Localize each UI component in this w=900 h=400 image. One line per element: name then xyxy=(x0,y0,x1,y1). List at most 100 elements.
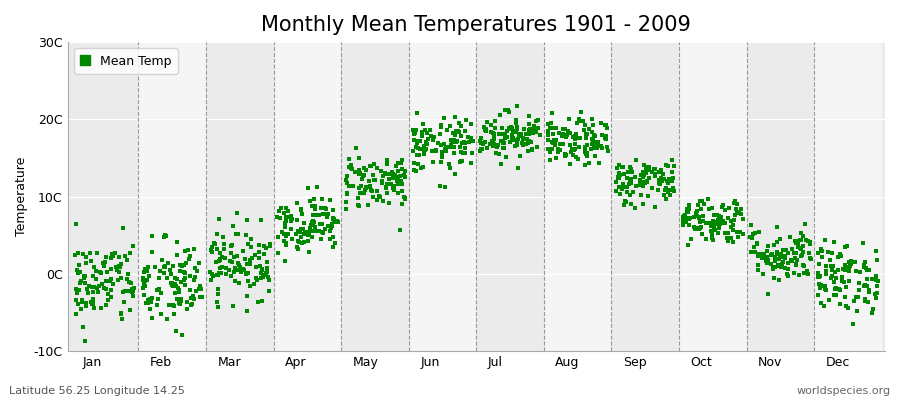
Point xyxy=(838,262,852,268)
Point xyxy=(178,248,193,254)
Point xyxy=(711,216,725,223)
Point xyxy=(194,286,209,292)
Point xyxy=(623,164,637,170)
Point xyxy=(412,152,427,158)
Point xyxy=(866,306,880,312)
Point xyxy=(633,181,647,188)
Point xyxy=(192,286,206,292)
Point xyxy=(628,174,643,181)
Point xyxy=(655,178,670,184)
Point xyxy=(388,172,402,178)
Point xyxy=(169,296,184,302)
Point xyxy=(177,275,192,282)
Point xyxy=(138,266,152,273)
Point xyxy=(856,240,870,246)
Point xyxy=(447,150,462,156)
Point xyxy=(391,190,405,196)
Point xyxy=(426,135,440,141)
Point xyxy=(271,234,285,240)
Point xyxy=(326,206,340,213)
Point xyxy=(837,279,851,286)
Point xyxy=(639,168,653,174)
Point xyxy=(305,228,320,234)
Point xyxy=(845,321,859,327)
Point xyxy=(712,221,726,228)
Point xyxy=(818,283,832,289)
Point xyxy=(414,165,428,171)
Point xyxy=(448,128,463,134)
Point xyxy=(210,245,224,252)
Point xyxy=(527,126,542,132)
Point xyxy=(446,130,461,136)
Point xyxy=(658,186,672,193)
Point xyxy=(434,124,448,130)
Point xyxy=(104,275,119,282)
Point xyxy=(97,263,112,270)
Point xyxy=(814,273,828,280)
Point xyxy=(215,264,230,270)
Point xyxy=(271,250,285,256)
Point xyxy=(177,270,192,276)
Point xyxy=(568,141,582,147)
Point xyxy=(778,254,792,260)
Point xyxy=(374,194,388,201)
Point xyxy=(407,129,421,135)
Point xyxy=(99,254,113,260)
Point xyxy=(720,215,734,221)
Point xyxy=(104,278,118,284)
Point xyxy=(149,302,164,308)
Point xyxy=(509,116,524,123)
Point xyxy=(591,139,606,146)
Point xyxy=(324,225,338,232)
Point xyxy=(609,178,624,185)
Point xyxy=(546,139,561,146)
Point xyxy=(521,138,535,144)
Point xyxy=(254,270,268,277)
Point xyxy=(706,224,721,230)
Point xyxy=(139,300,153,306)
Point xyxy=(861,287,876,293)
Point xyxy=(623,192,637,198)
Point xyxy=(386,175,400,182)
Point xyxy=(465,150,480,156)
Point xyxy=(448,171,463,177)
Point xyxy=(714,214,728,220)
Point xyxy=(240,308,255,314)
Point xyxy=(824,275,838,281)
Point xyxy=(174,262,188,268)
Point xyxy=(771,255,786,262)
Point xyxy=(638,180,652,186)
Point xyxy=(666,184,680,191)
Point xyxy=(654,166,669,173)
Point xyxy=(659,162,673,168)
Point xyxy=(370,165,384,171)
Point xyxy=(556,131,571,138)
Point xyxy=(642,174,656,181)
Point xyxy=(496,138,510,145)
Point xyxy=(826,279,841,285)
Point xyxy=(423,127,437,134)
Point xyxy=(356,190,371,196)
Point xyxy=(743,222,758,228)
Point xyxy=(362,177,376,184)
Point xyxy=(521,140,535,146)
Bar xyxy=(71,42,139,351)
Point xyxy=(316,210,330,217)
Point xyxy=(252,249,266,255)
Point xyxy=(760,256,775,263)
Point xyxy=(327,219,341,225)
Point xyxy=(780,270,795,277)
Point xyxy=(858,298,872,304)
Point xyxy=(251,242,266,248)
Point xyxy=(838,294,852,300)
Point xyxy=(223,258,238,264)
Point xyxy=(587,144,601,151)
Point xyxy=(629,157,643,164)
Point xyxy=(157,270,171,277)
Point xyxy=(137,292,151,298)
Point xyxy=(729,200,743,207)
Point xyxy=(869,282,884,289)
Point xyxy=(766,266,780,272)
Point xyxy=(443,122,457,129)
Point xyxy=(837,244,851,250)
